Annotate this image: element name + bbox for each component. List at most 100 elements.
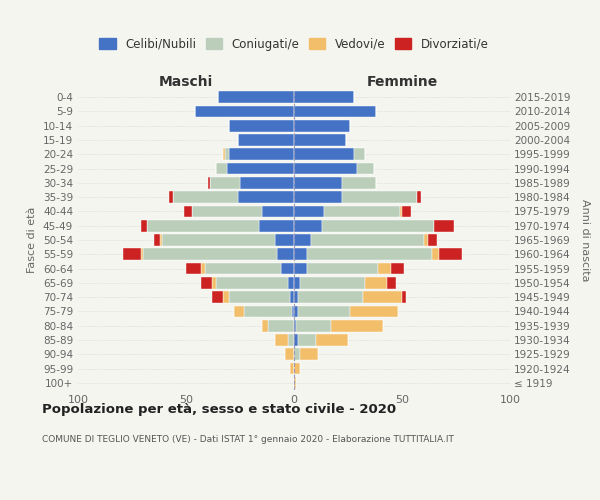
Bar [287,277,294,288]
Legend: Celibi/Nubili, Coniugati/e, Vedovi/e, Divorziati/e: Celibi/Nubili, Coniugati/e, Vedovi/e, Di… [94,33,494,56]
Bar [341,177,376,188]
Bar [212,292,223,303]
Bar [143,248,277,260]
Bar [208,177,210,188]
Bar [212,277,216,288]
Bar [387,277,395,288]
Bar [294,306,298,318]
Bar [223,292,229,303]
Bar [294,106,376,118]
Bar [402,206,410,218]
Bar [292,306,294,318]
Bar [417,192,421,203]
Text: Popolazione per età, sesso e stato civile - 2020: Popolazione per età, sesso e stato civil… [42,402,396,415]
Bar [184,206,193,218]
Bar [294,292,298,303]
Bar [331,320,383,332]
Bar [240,177,294,188]
Bar [210,177,240,188]
Bar [294,262,307,274]
Text: Maschi: Maschi [159,76,213,90]
Bar [298,292,363,303]
Text: COMUNE DI TEGLIO VENETO (VE) - Dati ISTAT 1° gennaio 2020 - Elaborazione TUTTITA: COMUNE DI TEGLIO VENETO (VE) - Dati ISTA… [42,435,454,444]
Bar [324,206,400,218]
Bar [311,234,424,246]
Bar [322,220,434,232]
Bar [275,334,287,346]
Bar [275,234,294,246]
Bar [294,277,301,288]
Bar [294,92,355,103]
Bar [244,306,292,318]
Bar [169,192,173,203]
Bar [316,334,348,346]
Bar [290,362,294,374]
Bar [154,234,160,246]
Bar [218,92,294,103]
Bar [356,162,374,174]
Bar [194,106,294,118]
Bar [294,248,307,260]
Bar [307,248,432,260]
Bar [216,162,227,174]
Bar [296,320,331,332]
Bar [281,262,294,274]
Bar [294,334,298,346]
Bar [294,134,346,146]
Bar [294,162,356,174]
Bar [424,234,428,246]
Bar [294,120,350,132]
Bar [355,148,365,160]
Bar [277,248,294,260]
Bar [294,148,355,160]
Bar [259,220,294,232]
Bar [301,348,318,360]
Bar [205,262,281,274]
Bar [216,277,287,288]
Bar [402,292,406,303]
Bar [350,306,398,318]
Bar [294,234,311,246]
Bar [298,334,316,346]
Bar [428,234,437,246]
Bar [294,377,296,388]
Bar [294,192,341,203]
Y-axis label: Fasce di età: Fasce di età [28,207,37,273]
Bar [233,306,244,318]
Bar [201,277,212,288]
Bar [140,248,143,260]
Text: Femmine: Femmine [367,76,437,90]
Bar [298,306,350,318]
Bar [294,220,322,232]
Bar [287,334,294,346]
Bar [294,348,301,360]
Bar [160,234,162,246]
Bar [286,348,294,360]
Bar [363,292,402,303]
Bar [229,120,294,132]
Bar [294,362,301,374]
Bar [294,206,324,218]
Bar [341,192,417,203]
Bar [162,234,275,246]
Bar [434,220,454,232]
Bar [140,220,147,232]
Bar [238,192,294,203]
Bar [378,262,391,274]
Bar [227,162,294,174]
Bar [268,320,294,332]
Bar [391,262,404,274]
Bar [223,148,225,160]
Bar [365,277,387,288]
Bar [173,192,238,203]
Bar [307,262,378,274]
Bar [290,292,294,303]
Bar [294,320,296,332]
Bar [262,206,294,218]
Bar [238,134,294,146]
Bar [229,292,290,303]
Bar [400,206,402,218]
Bar [301,277,365,288]
Bar [439,248,463,260]
Bar [124,248,140,260]
